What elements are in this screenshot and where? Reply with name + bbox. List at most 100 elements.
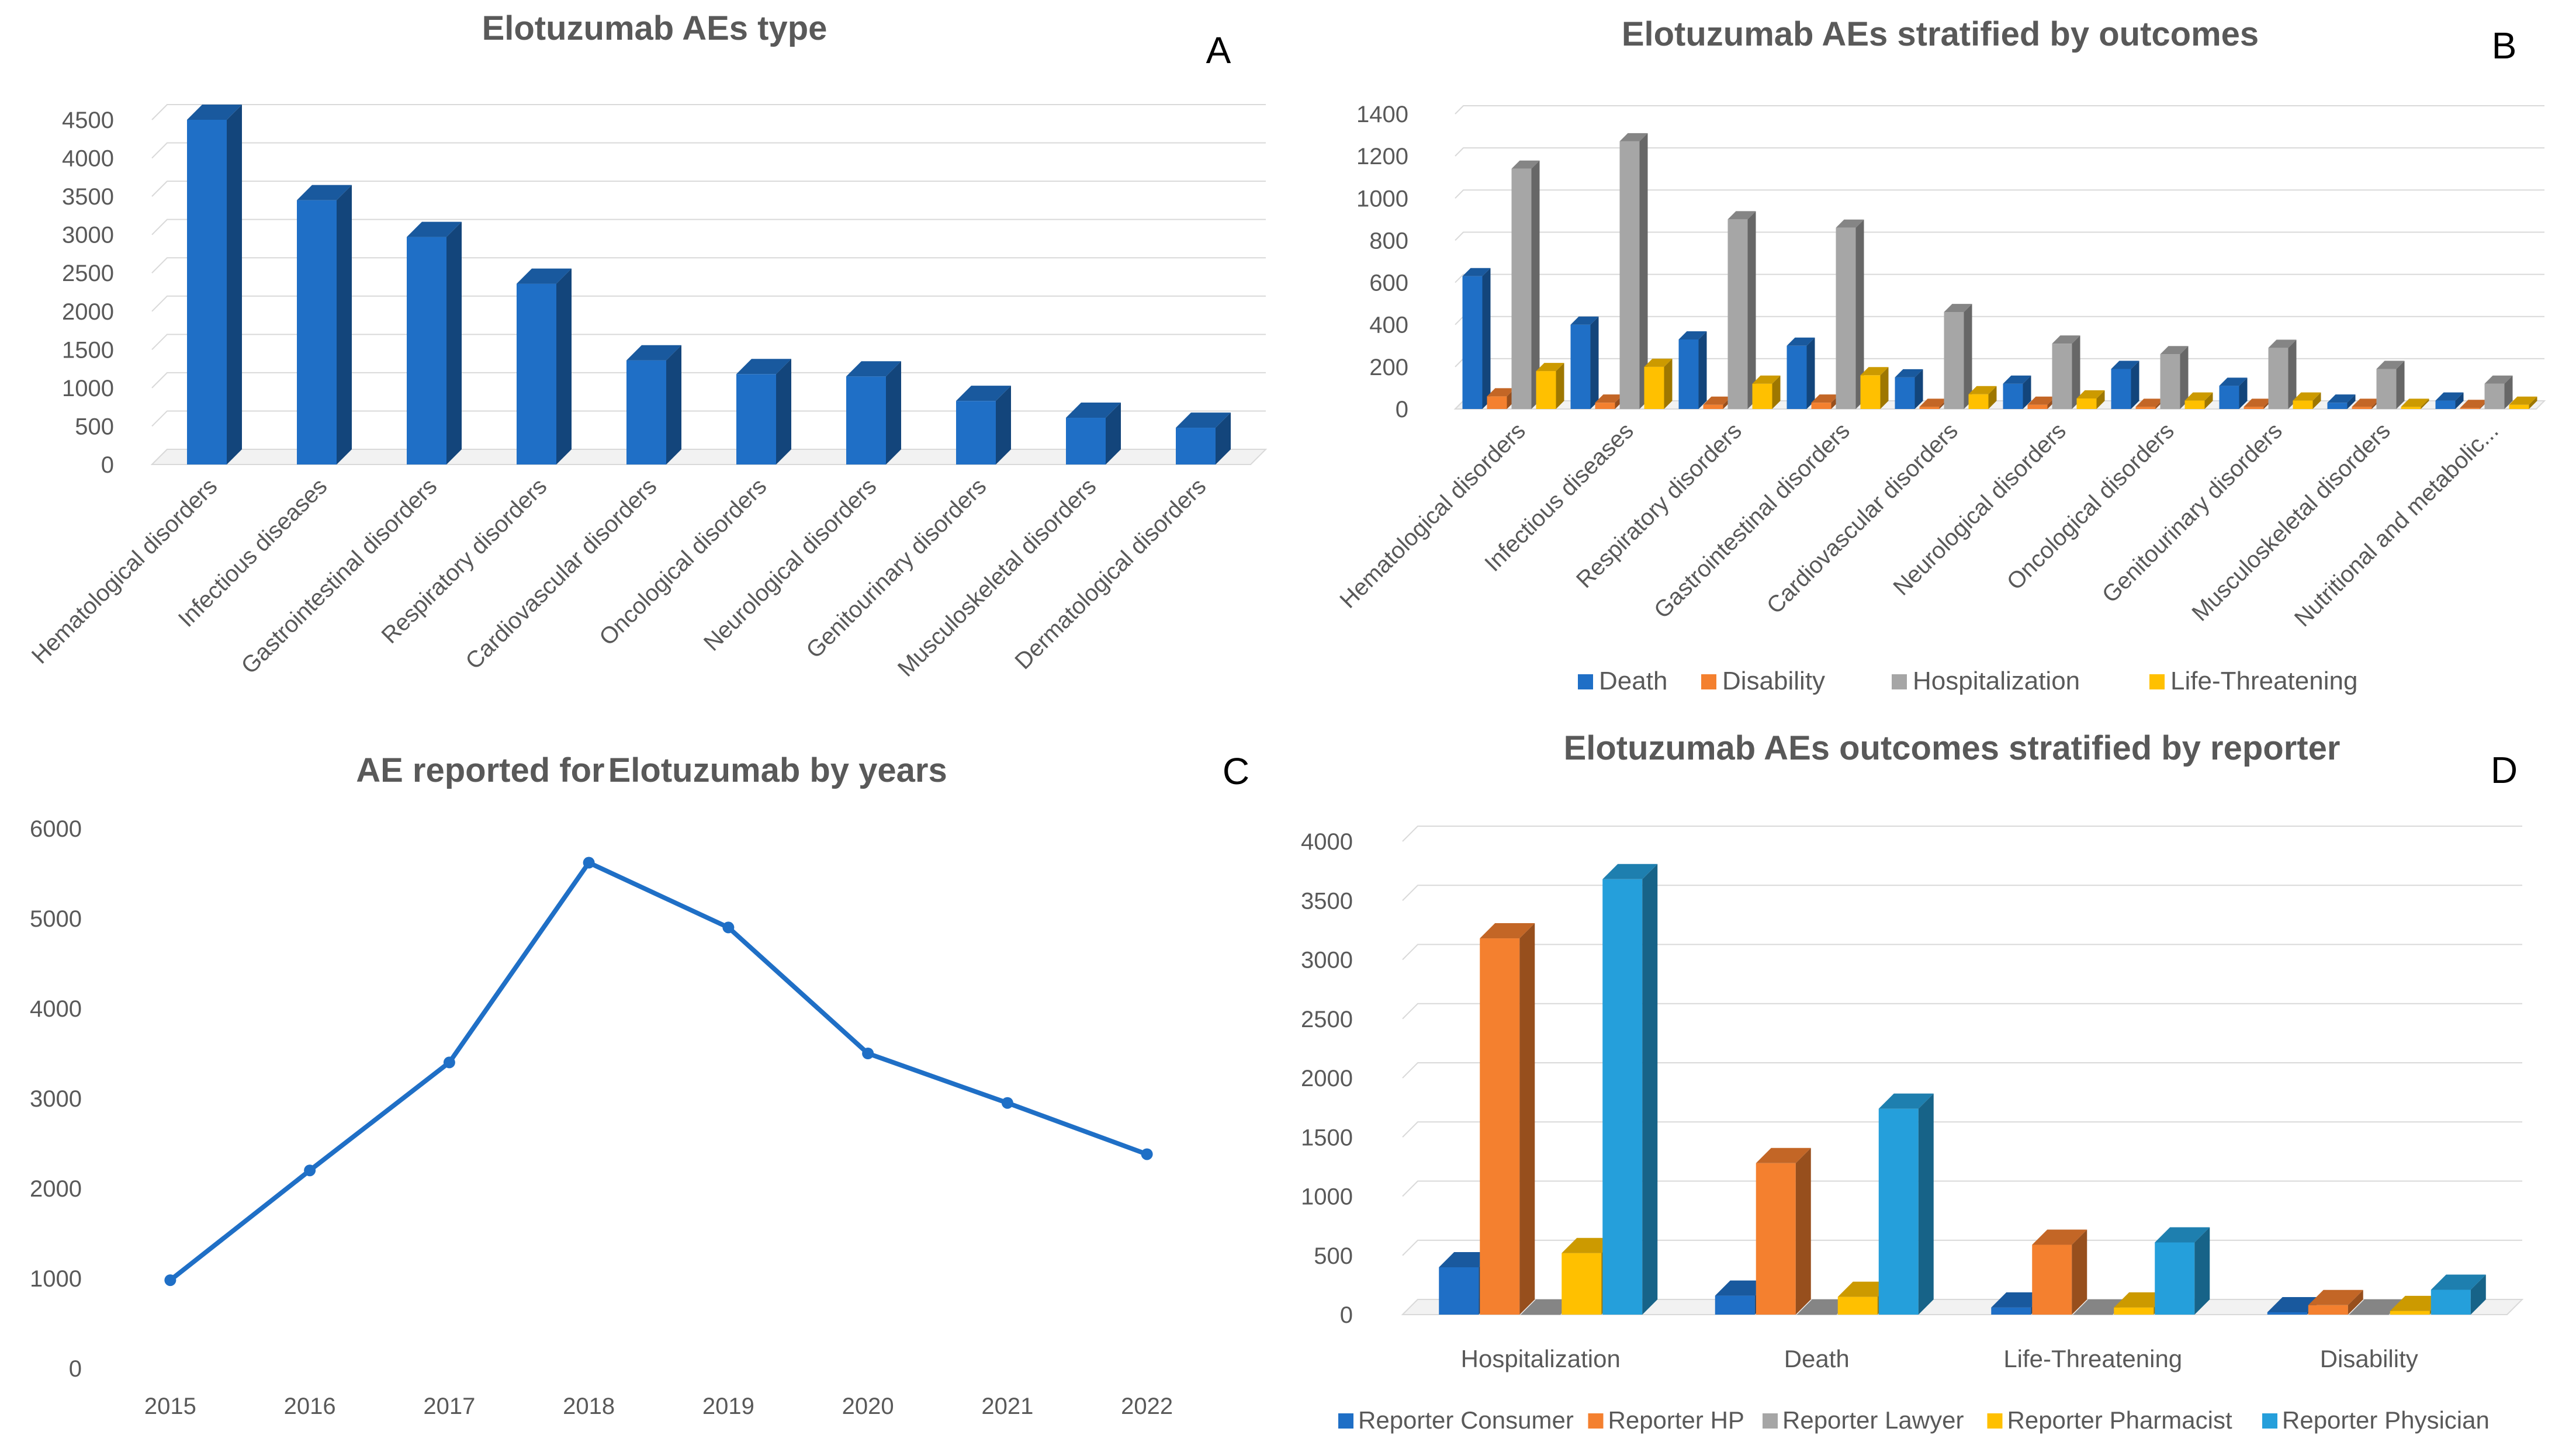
panel-b-bar-front [2219, 386, 2239, 409]
panel-a-bar [956, 386, 1011, 464]
panel-b-bar-side [1988, 386, 1997, 409]
panel-b-bar-top [1787, 337, 1815, 346]
panel-b-gridline [1455, 147, 2544, 157]
panel-a-bar-front [517, 283, 556, 464]
panel-c-xtick-label: 2021 [981, 1393, 1033, 1419]
panel-b-bar-front [2376, 369, 2397, 409]
panel-b-bar-top [1895, 369, 1923, 377]
panel-b-bar-side [1880, 367, 1889, 409]
panel-a-gridline [151, 334, 1266, 351]
panel-d-gridline [1402, 826, 2522, 842]
panel-b-bar-side [2131, 360, 2139, 409]
panel-c-xtick-label: 2017 [423, 1393, 475, 1419]
panel-d-chart: Elotuzumab AEs outcomes stratified by re… [1301, 729, 2524, 1434]
panel-d-ytick-label: 1500 [1301, 1125, 1353, 1150]
panel-b-bar-top [1860, 367, 1889, 376]
panel-b-bar-top [1644, 358, 1673, 367]
panel-b-ytick-label: 1200 [1356, 144, 1408, 169]
panel-a-bar-top [517, 268, 572, 284]
panel-a-bar [1176, 412, 1231, 464]
panel-a-bar [517, 268, 572, 464]
panel-a-ytick-label: 500 [75, 414, 114, 439]
panel-b-bar-top [2135, 398, 2164, 407]
panel-a-ytick-label: 4500 [62, 108, 114, 133]
panel-a-bar-side [1106, 403, 1121, 464]
panel-b-legend-swatch [2149, 674, 2165, 689]
panel-b-bar-top [2352, 398, 2380, 407]
panel-a-gridline [151, 104, 1266, 120]
panel-d-bar-front [1991, 1307, 2031, 1315]
panel-a-ytick-label: 4000 [62, 146, 114, 172]
panel-c-label: C [1223, 750, 1249, 792]
panel-d-bar-front [2267, 1312, 2307, 1315]
panel-b-bar [1836, 219, 1864, 409]
panel-c-xtick-label: 2016 [284, 1393, 336, 1419]
panel-b-bar [2052, 335, 2080, 409]
panel-b-bar-front [2352, 407, 2372, 409]
panel-d-legend-label: Reporter Lawyer [1782, 1406, 1964, 1434]
panel-a-bar [187, 105, 242, 464]
panel-b-bar-top [2027, 396, 2056, 405]
panel-d-bar-side [1918, 1093, 1934, 1315]
panel-a-label: A [1206, 29, 1231, 71]
panel-a-bar-front [846, 376, 886, 464]
panel-b-bar-front [1619, 141, 1640, 409]
panel-b-bar-top [2484, 375, 2513, 384]
panel-b-gridline [1455, 273, 2544, 283]
panel-d-ytick-label: 2000 [1301, 1066, 1353, 1091]
panel-b-bar [1678, 331, 1707, 409]
panel-d-bar-top [1878, 1093, 1934, 1109]
panel-b-bar-top [2401, 398, 2429, 407]
panel-d-bar-front [2114, 1307, 2154, 1315]
panel-d-ytick-label: 4000 [1301, 829, 1353, 855]
panel-b-legend-swatch [1578, 674, 1593, 689]
panel-b-bar-front [1570, 324, 1591, 409]
panel-d-bar-front [1715, 1295, 1755, 1315]
panel-a-bar-front [626, 360, 666, 464]
panel-b-bar-top [1462, 268, 1491, 276]
panel-a-bar-side [556, 268, 572, 464]
panel-b-bar [2160, 346, 2189, 409]
panel-a-bar-side [446, 221, 462, 464]
panel-c-ytick-label: 5000 [30, 906, 82, 932]
panel-b-bar-front [1944, 312, 1964, 409]
panel-c-xtick-label: 2018 [563, 1393, 615, 1419]
panel-b-bar-front [2135, 407, 2156, 409]
panel-b-bar-front [2327, 403, 2348, 409]
panel-b-bar [2401, 398, 2429, 409]
panel-b-legend-swatch [1701, 674, 1716, 689]
panel-d-bar-front [1480, 938, 1520, 1315]
panel-d-legend-label: Reporter HP [1608, 1406, 1744, 1434]
panel-c-ytick-label: 6000 [30, 816, 82, 842]
panel-b-bar-side [1772, 375, 1781, 409]
panel-a-gridline [151, 181, 1266, 197]
panel-b-bar-top [1811, 394, 1840, 403]
panel-c-point [862, 1048, 874, 1059]
panel-b-bar-top [2111, 360, 2139, 369]
panel-a-bar-top [956, 386, 1011, 401]
panel-b-bar-front [2160, 354, 2180, 409]
panel-a-bar-front [407, 237, 446, 464]
panel-b-legend-label: Death [1599, 667, 1667, 695]
panel-b-bar-side [2288, 339, 2297, 409]
panel-b-bar-side [1914, 369, 1923, 409]
panel-d-xtick-label: Life-Threatening [2003, 1345, 2182, 1372]
panel-b-legend-label: Disability [1722, 667, 1825, 695]
panel-b-bar-side [2180, 346, 2189, 409]
panel-d-bar-front [1562, 1253, 1602, 1315]
panel-c-point [443, 1056, 455, 1069]
panel-b-bar-front [1860, 375, 1881, 409]
panel-b-bar-front [2027, 404, 2048, 409]
panel-d-ytick-label: 500 [1314, 1243, 1353, 1269]
panel-b-bar-side [1747, 211, 1756, 409]
panel-d-bar-front [1756, 1163, 1796, 1315]
panel-d-bar-side [2470, 1274, 2486, 1315]
panel-b-bar-top [1487, 388, 1515, 397]
panel-a-ytick-label: 2500 [62, 261, 114, 286]
panel-b-ytick-label: 1400 [1356, 102, 1408, 127]
panel-b-bar-top [1968, 386, 1997, 394]
panel-b-bar [1752, 375, 1781, 409]
panel-b-bar-front [1487, 396, 1507, 409]
panel-d-bar-front [1878, 1108, 1919, 1315]
